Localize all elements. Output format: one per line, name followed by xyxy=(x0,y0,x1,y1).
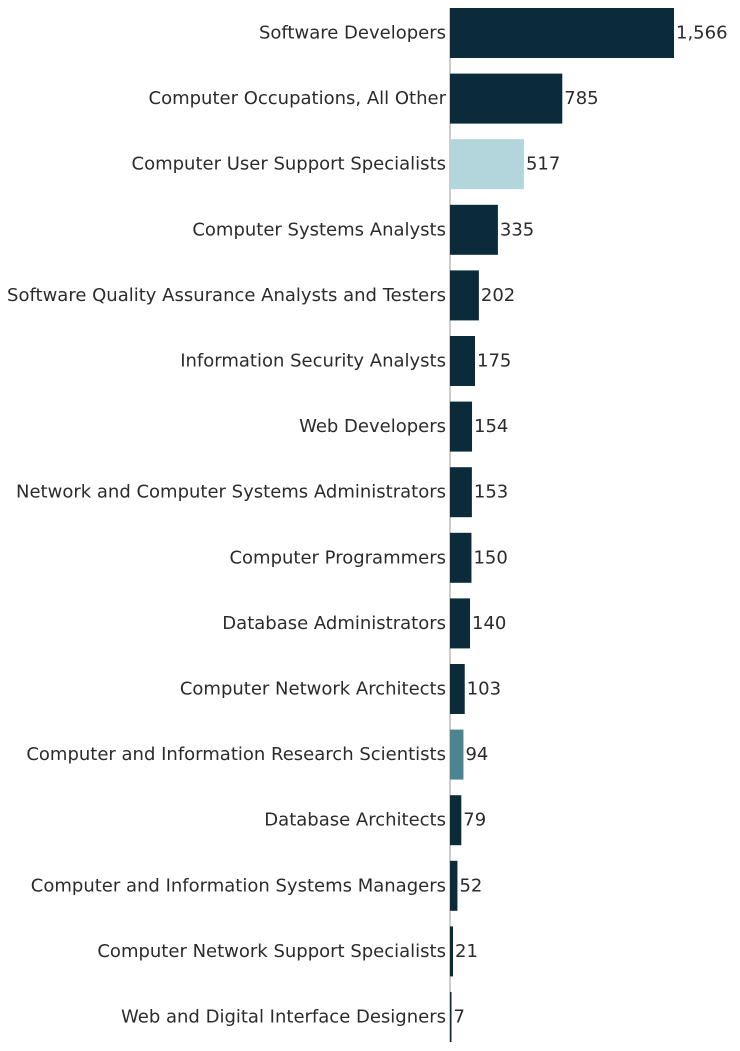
category-label: Computer Occupations, All Other xyxy=(149,88,447,109)
value-label: 150 xyxy=(473,547,507,568)
bar[interactable] xyxy=(450,532,472,583)
bar[interactable] xyxy=(450,270,479,321)
category-label: Database Administrators xyxy=(222,613,446,634)
bar[interactable] xyxy=(450,729,464,780)
category-label: Computer Network Support Specialists xyxy=(97,941,446,962)
value-label: 79 xyxy=(463,810,486,831)
value-label: 1,566 xyxy=(676,23,728,44)
bar-row: Computer Network Architects 103 xyxy=(180,664,501,714)
category-label: Computer Programmers xyxy=(229,547,446,568)
bar-row: Software Developers 1,566 xyxy=(259,8,728,58)
value-label: 140 xyxy=(472,613,506,634)
value-label: 154 xyxy=(474,416,508,437)
bar[interactable] xyxy=(450,139,524,190)
bar[interactable] xyxy=(450,795,462,846)
bar-row: Computer Systems Analysts 335 xyxy=(192,204,534,255)
bar-row: Computer Network Support Specialists 21 xyxy=(97,926,478,977)
bar-row: Software Quality Assurance Analysts and … xyxy=(7,270,515,321)
category-label: Computer and Information Systems Manager… xyxy=(31,875,446,896)
bar[interactable] xyxy=(450,926,453,977)
bar[interactable] xyxy=(450,860,458,911)
bar[interactable] xyxy=(450,73,563,124)
category-label: Web and Digital Interface Designers xyxy=(121,1007,446,1028)
value-label: 175 xyxy=(477,351,511,372)
value-label: 21 xyxy=(455,941,478,962)
category-label: Network and Computer Systems Administrat… xyxy=(16,482,446,503)
bar-row: Computer and Information Systems Manager… xyxy=(31,860,482,911)
category-label: Information Security Analysts xyxy=(180,351,446,372)
value-label: 52 xyxy=(459,875,482,896)
value-label: 785 xyxy=(564,88,598,109)
category-label: Computer Network Architects xyxy=(180,679,446,700)
value-label: 517 xyxy=(526,154,560,175)
value-label: 335 xyxy=(500,219,534,240)
value-label: 94 xyxy=(465,744,488,765)
category-label: Computer User Support Specialists xyxy=(132,154,447,175)
bar-row: Web Developers 154 xyxy=(299,401,508,452)
bar-row: Computer Programmers 150 xyxy=(229,532,508,583)
bar[interactable] xyxy=(450,467,472,518)
bar-row: Computer and Information Research Scient… xyxy=(26,729,488,780)
bar-row: Database Administrators 140 xyxy=(222,598,506,649)
value-label: 7 xyxy=(454,1007,465,1028)
category-label: Database Architects xyxy=(264,810,446,831)
bar-row: Information Security Analysts 175 xyxy=(180,336,511,386)
bar[interactable] xyxy=(450,8,674,58)
value-label: 202 xyxy=(481,285,515,306)
bar[interactable] xyxy=(450,204,498,255)
bar-row: Web and Digital Interface Designers 7 xyxy=(121,992,465,1042)
bar[interactable] xyxy=(450,598,471,649)
bar-row: Network and Computer Systems Administrat… xyxy=(16,467,508,518)
bar[interactable] xyxy=(450,992,452,1042)
bar[interactable] xyxy=(450,664,465,714)
bar-row: Computer User Support Specialists 517 xyxy=(132,139,560,190)
value-label: 153 xyxy=(474,482,508,503)
category-label: Computer Systems Analysts xyxy=(192,219,446,240)
bar-row: Database Architects 79 xyxy=(264,795,486,846)
category-label: Software Quality Assurance Analysts and … xyxy=(7,285,446,306)
category-label: Computer and Information Research Scient… xyxy=(26,744,446,765)
category-label: Software Developers xyxy=(259,23,446,44)
bar[interactable] xyxy=(450,401,473,452)
bar[interactable] xyxy=(450,336,476,386)
bar-row: Computer Occupations, All Other 785 xyxy=(149,73,599,124)
category-label: Web Developers xyxy=(299,416,446,437)
value-label: 103 xyxy=(467,679,501,700)
